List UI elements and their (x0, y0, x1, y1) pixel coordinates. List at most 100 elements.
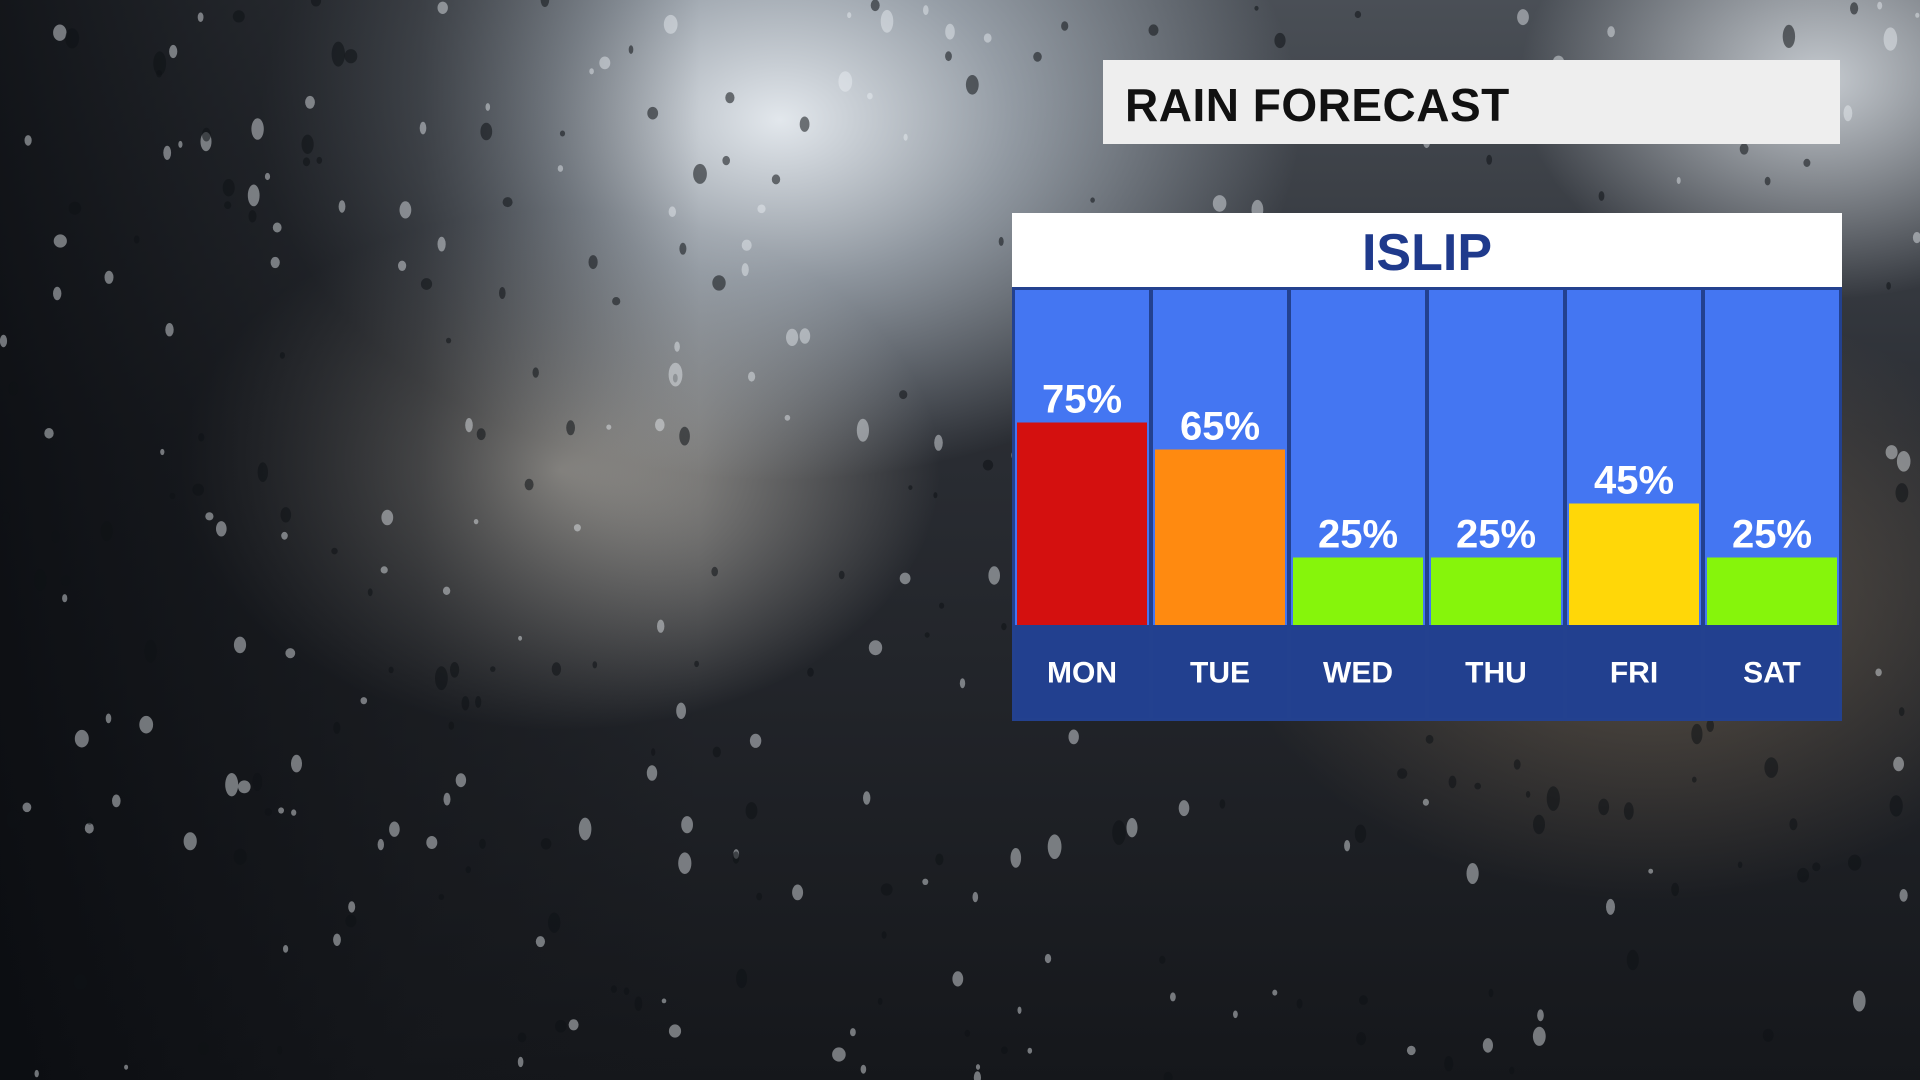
raindrop (679, 242, 687, 255)
raindrop (1691, 723, 1703, 745)
raindrop (6, 810, 21, 829)
raindrop (163, 145, 172, 160)
raindrop (784, 414, 791, 421)
raindrop (566, 420, 575, 436)
raindrop (65, 28, 80, 49)
raindrop (192, 483, 204, 496)
raindrop (1047, 834, 1062, 859)
raindrop (1706, 719, 1714, 732)
raindrop (1027, 1047, 1033, 1054)
raindrop (473, 519, 479, 525)
raindrop (283, 945, 289, 953)
raindrop (264, 172, 271, 181)
raindrop (251, 118, 264, 140)
raindrop (1739, 143, 1749, 155)
raindrop (741, 239, 752, 251)
raindrop (1893, 756, 1904, 772)
raindrop (732, 851, 740, 864)
raindrop (455, 773, 467, 788)
raindrop (1797, 867, 1809, 883)
raindrop (674, 341, 680, 352)
raindrop (1163, 1071, 1173, 1080)
raindrop (197, 1041, 210, 1055)
raindrop (722, 155, 730, 166)
raindrop (279, 352, 285, 359)
raindrop (277, 1046, 283, 1055)
raindrop (104, 270, 114, 284)
raindrop (448, 721, 455, 730)
raindrop (972, 891, 979, 903)
raindrop (499, 287, 506, 299)
raindrop (233, 848, 247, 865)
raindrop (377, 838, 384, 851)
raindrop (124, 1064, 129, 1070)
raindrop (1219, 799, 1226, 809)
raindrop (623, 987, 630, 995)
raindrop (169, 492, 176, 500)
raindrop (555, 1019, 567, 1033)
raindrop (198, 433, 205, 442)
raindrop (881, 931, 887, 939)
day-label-thu: THU (1465, 657, 1527, 690)
raindrop (302, 157, 311, 167)
raindrop (1482, 1038, 1493, 1053)
raindrop (1344, 840, 1351, 852)
raindrop (1889, 795, 1903, 817)
raindrop (647, 106, 659, 120)
raindrop (1850, 2, 1859, 15)
raindrop (0, 334, 8, 348)
raindrop (1254, 5, 1259, 11)
raindrop (1397, 768, 1408, 779)
raindrop (232, 10, 245, 23)
raindrop (44, 428, 54, 439)
day-band (1429, 625, 1563, 718)
raindrop (1178, 800, 1190, 817)
raindrop (310, 0, 322, 7)
raindrop (1068, 729, 1079, 745)
raindrop (924, 632, 930, 638)
raindrop (34, 1069, 39, 1078)
raindrop (144, 639, 157, 663)
raindrop (399, 201, 412, 219)
raindrop (51, 530, 60, 543)
raindrop (333, 721, 341, 734)
raindrop (435, 666, 448, 691)
day-band (1567, 625, 1701, 718)
raindrop (479, 838, 486, 849)
raindrop (945, 51, 952, 62)
raindrop (53, 234, 67, 248)
raindrop (939, 602, 945, 609)
raindrop (1886, 282, 1891, 290)
raindrop (1170, 992, 1176, 1002)
raindrop (247, 184, 260, 207)
raindrop (233, 636, 247, 654)
raindrop (1606, 898, 1615, 915)
raindrop (694, 660, 699, 668)
raindrop (1626, 949, 1639, 971)
raindrop (278, 807, 284, 814)
raindrop (1843, 105, 1853, 122)
raindrop (983, 33, 992, 43)
raindrop (1233, 1010, 1238, 1019)
value-label-sat: 25% (1732, 513, 1812, 557)
raindrop (1883, 27, 1898, 51)
day-band (1291, 625, 1425, 718)
raindrop (736, 968, 748, 989)
raindrop (610, 985, 617, 993)
raindrop (331, 41, 345, 67)
raindrop (222, 179, 235, 197)
raindrop (1448, 775, 1457, 789)
raindrop (1272, 989, 1278, 996)
bar-sat (1707, 557, 1837, 625)
raindrop (367, 588, 373, 597)
raindrop (935, 853, 944, 866)
raindrop (535, 936, 546, 948)
raindrop (442, 586, 451, 595)
raindrop (446, 337, 452, 344)
day-label-wed: WED (1323, 657, 1393, 690)
raindrop (1899, 889, 1908, 902)
raindrop (301, 134, 314, 154)
raindrop (982, 459, 994, 471)
raindrop (711, 566, 718, 577)
raindrop (517, 1056, 524, 1068)
